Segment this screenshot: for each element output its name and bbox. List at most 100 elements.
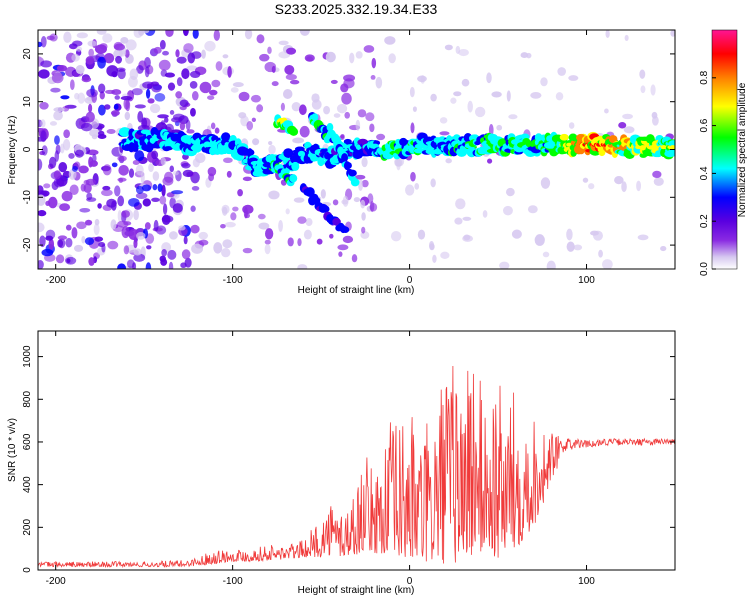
snr-y-ticks: 0 200 400 600 800 1000 (22, 345, 675, 573)
spectrogram-noise-cell (60, 95, 70, 100)
spectrogram-noise-cell (268, 190, 280, 200)
x-tick-label: -100 (223, 275, 243, 286)
spectrogram-noise-cell (370, 75, 376, 80)
spectrogram-noise-cell (41, 145, 48, 156)
spectrogram-noise-cell (182, 153, 189, 160)
spectrogram-noise-cell (291, 102, 301, 112)
spectrogram-noise-cell (160, 258, 168, 266)
spectrogram-noise-cell (114, 103, 119, 110)
spectrogram-noise-cell (340, 134, 345, 139)
spectrogram-noise-cell (97, 203, 102, 209)
snr-y-label: SNR (10 * v/v) (7, 418, 18, 482)
spectrogram-noise-cell (101, 189, 113, 197)
spectrogram-noise-cell (238, 112, 247, 119)
spectrogram-noise-cell (117, 177, 127, 182)
spectrogram-noise-cell (98, 83, 106, 94)
spectrogram-noise-cell (128, 168, 135, 178)
spectrogram-noise-cell (353, 197, 361, 203)
spectrogram-noise-cell (185, 119, 191, 131)
spectrogram-noise-cell (146, 245, 152, 250)
spectrogram-noise-cell (117, 68, 126, 80)
spectrogram-noise-cell (61, 190, 73, 202)
spectrogram-noise-cell (369, 123, 375, 133)
snr-panel: -200 -100 0 100 0 200 400 600 800 1000 Height of… (7, 330, 676, 596)
spectrogram-noise-cell (278, 40, 289, 46)
spectrogram-noise-cell (215, 61, 223, 71)
spectrogram-noise-cell (361, 212, 366, 221)
spectrogram-noise-cell (265, 228, 274, 240)
spectrogram-noise-cell (88, 103, 93, 113)
spectrogram-noise-cell (133, 253, 146, 262)
spectrogram-noise-cell (151, 150, 159, 160)
spectrogram-noise-cell (264, 244, 271, 255)
spectrogram-noise-cell (62, 139, 71, 151)
spectrogram-noise-cell (540, 177, 551, 189)
spectrogram-noise-cell (258, 222, 270, 230)
spectrogram-noise-cell (505, 187, 515, 197)
spectrogram-noise-cell (604, 108, 609, 114)
spectrogram-noise-cell (167, 82, 176, 91)
spectrogram-noise-cell (63, 129, 70, 139)
spectrogram-noise-cell (499, 261, 510, 269)
spectrogram-noise-cell (133, 248, 142, 256)
spectrogram-noise-cell (244, 213, 250, 219)
spectrogram-noise-cell (375, 76, 383, 89)
spectrogram-noise-cell (104, 104, 111, 110)
spectrogram-noise-cell (71, 227, 78, 239)
spectrogram-ridge-cell (244, 149, 255, 156)
spectrogram-noise-cell (145, 262, 152, 269)
spectrogram-noise-cell (168, 261, 174, 269)
colorbar-tick-label: 0.2 (699, 214, 710, 228)
spectrogram-noise-cell (396, 158, 401, 171)
spectrogram-noise-cell (89, 129, 101, 137)
spectrogram-noise-cell (195, 152, 206, 164)
spectrogram-noise-cell (69, 184, 79, 196)
spectrogram-noise-cell (325, 51, 336, 63)
spectrogram-noise-cell (210, 122, 216, 130)
spectrogram-noise-cell (284, 64, 295, 75)
spectrogram-noise-cell (303, 229, 312, 240)
spectrogram-noise-cell (369, 202, 378, 212)
spectrogram-noise-cell (96, 30, 107, 35)
spectrogram-noise-cell (71, 165, 78, 172)
spectrogram-noise-cell (162, 176, 174, 186)
spectrogram-noise-cell (311, 93, 320, 103)
spectrogram-noise-cell (141, 30, 150, 34)
spectrogram-noise-cell (201, 49, 206, 59)
spectrogram-noise-cell (286, 47, 297, 55)
spectrogram-noise-cell (141, 184, 152, 192)
spectrogram-noise-cell (40, 119, 46, 128)
spectrogram-noise-cell (417, 229, 426, 240)
spectrogram-noise-cell (58, 161, 68, 173)
spectrogram-noise-cell (151, 197, 160, 202)
spectrogram-branch-cell (341, 226, 350, 233)
spectrogram-noise-cell (133, 209, 139, 221)
spectrogram-noise-cell (161, 248, 168, 257)
spectrogram-noise-cell (162, 50, 169, 56)
spectrogram-noise-cell (491, 91, 502, 98)
spectrogram-noise-cell (84, 237, 95, 245)
spectrogram-noise-cell (432, 254, 437, 264)
spectrogram-branch-cell (326, 123, 334, 132)
spectrogram-noise-cell (107, 240, 119, 250)
spectrogram-noise-cell (623, 126, 635, 134)
colorbar-scale (711, 29, 738, 270)
spectrogram-noise-cell (198, 239, 209, 246)
spectrogram-noise-cell (251, 117, 256, 123)
spectrogram-noise-cell (207, 166, 217, 177)
spectrogram-noise-cell (361, 179, 369, 188)
spectrogram-ridge-cell (118, 127, 131, 137)
spectrogram-noise-cell (409, 86, 415, 98)
spectrogram-noise-cell (51, 72, 64, 84)
spectrogram-noise-cell (652, 170, 662, 179)
y-tick-label: 200 (22, 519, 33, 536)
spectrogram-noise-cell (97, 134, 107, 139)
spectrogram-noise-cell (45, 235, 54, 241)
spectrogram-noise-cell (59, 203, 71, 212)
spectrogram-noise-cell (355, 51, 363, 59)
spectrogram-noise-cell (204, 40, 216, 52)
spectrogram-noise-cell (135, 164, 144, 176)
spectrogram-noise-cell (351, 254, 358, 263)
spectrogram-noise-cell (242, 247, 253, 254)
spectrogram-noise-cell (113, 43, 126, 51)
